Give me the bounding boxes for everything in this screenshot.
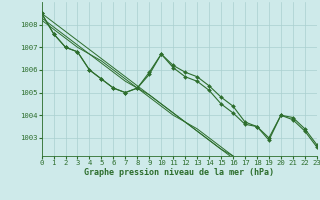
X-axis label: Graphe pression niveau de la mer (hPa): Graphe pression niveau de la mer (hPa) — [84, 168, 274, 177]
